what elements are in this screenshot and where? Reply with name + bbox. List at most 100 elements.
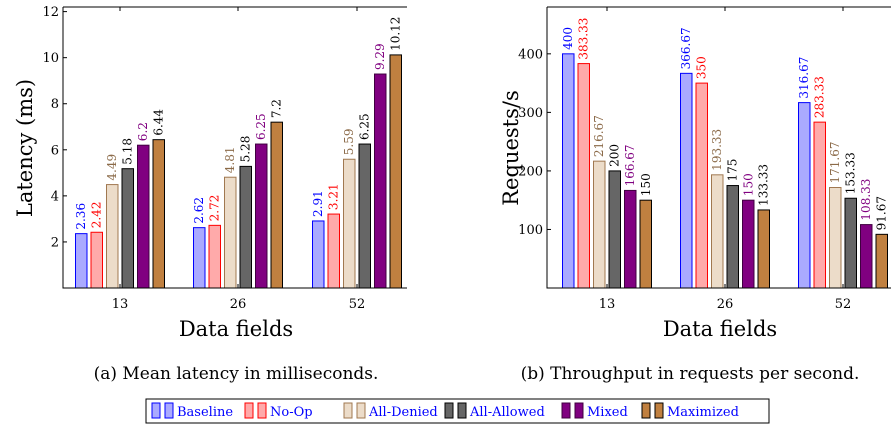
latency-x-tick-label: 13 <box>112 297 129 312</box>
legend-item-maximized: Maximized <box>641 402 739 420</box>
throughput-data-label: 216.67 <box>592 115 606 157</box>
legend-label: Maximized <box>667 405 739 420</box>
throughput-bar-maximized-52 <box>875 233 888 289</box>
throughput-bar-mixed-13 <box>624 189 637 289</box>
latency-data-label: 6.25 <box>254 113 268 140</box>
latency-bar-mixed-52 <box>374 73 387 289</box>
throughput-x-tick-label: 26 <box>717 297 734 312</box>
latency-bar-mixed-13 <box>137 144 150 289</box>
legend-item-all-denied: All-Denied <box>343 402 438 420</box>
latency-bar-all-allowed-52 <box>358 143 371 289</box>
throughput-y-tick-label: 100 <box>518 223 543 238</box>
throughput-bar-baseline-13 <box>562 53 575 289</box>
throughput-data-label: 150 <box>741 173 755 196</box>
throughput-caption: (b) Throughput in requests per second. <box>521 364 860 384</box>
latency-data-label: 6.25 <box>358 113 372 140</box>
latency-y-axis-label: Latency (ms) <box>13 79 37 217</box>
legend-item-mixed: Mixed <box>561 402 628 420</box>
throughput-bar-baseline-52 <box>798 102 811 289</box>
throughput-bar-all-allowed-13 <box>608 170 621 289</box>
throughput-bar-all-denied-26 <box>711 174 724 289</box>
latency-bar-all-allowed-26 <box>239 165 252 289</box>
latency-x-tick-label: 26 <box>230 297 247 312</box>
throughput-data-label: 366.67 <box>679 27 693 69</box>
throughput-data-label: 133.33 <box>757 164 771 206</box>
latency-bar-maximized-52 <box>389 54 402 289</box>
throughput-data-label: 350 <box>695 56 709 79</box>
legend-swatch <box>151 402 161 419</box>
latency-data-label: 10.12 <box>389 17 403 51</box>
throughput-x-axis-label: Data fields <box>663 317 777 341</box>
legend-swatch <box>574 402 584 419</box>
throughput-x-tick-label: 13 <box>599 297 616 312</box>
legend-label: Baseline <box>177 405 233 420</box>
legend-swatch <box>561 402 571 419</box>
legend-items: Baseline No-Op All-Denied All-Allowed Mixed M… <box>151 402 739 420</box>
throughput-y-tick-label: 200 <box>518 164 543 179</box>
throughput-y-tick-label: 400 <box>518 47 543 62</box>
latency-bar-baseline-52 <box>312 220 325 289</box>
latency-bar-all-denied-13 <box>106 184 119 289</box>
latency-data-label: 2.72 <box>208 195 222 222</box>
legend-swatch <box>257 402 267 419</box>
legend-item-no-op: No-Op <box>244 402 313 420</box>
latency-bar-maximized-13 <box>152 139 165 289</box>
latency-data-label: 7.2 <box>270 99 284 118</box>
latency-data-label: 5.59 <box>342 129 356 156</box>
latency-data-label: 6.44 <box>152 109 166 136</box>
legend-swatch <box>641 402 651 419</box>
throughput-data-label: 153.33 <box>844 152 858 194</box>
legend: Baseline No-Op All-Denied All-Allowed Mixed M… <box>145 398 770 424</box>
latency-caption: (a) Mean latency in milliseconds. <box>94 364 379 384</box>
legend-label: All-Allowed <box>469 405 545 420</box>
latency-bar-baseline-13 <box>75 233 88 289</box>
latency-y-tick-label: 2 <box>51 235 59 250</box>
throughput-chart: 400 366.67 316.67 383.33 350 283.33 216.67 193.… <box>499 6 891 384</box>
legend-label: Mixed <box>587 405 628 420</box>
throughput-bar-mixed-52 <box>860 224 873 289</box>
latency-y-tick-label: 8 <box>51 97 59 112</box>
throughput-bar-no-op-26 <box>695 82 708 289</box>
throughput-data-label: 150 <box>639 173 653 196</box>
legend-swatch <box>654 402 664 419</box>
throughput-bar-mixed-26 <box>742 199 755 289</box>
latency-bar-mixed-26 <box>255 143 268 289</box>
throughput-data-label: 283.33 <box>813 76 827 118</box>
throughput-data-label: 200 <box>608 144 622 167</box>
latency-y-tick-label: 6 <box>51 143 59 158</box>
legend-swatch <box>457 402 467 419</box>
latency-data-label: 6.2 <box>136 122 150 141</box>
latency-x-axis-label: Data fields <box>179 317 293 341</box>
latency-data-label: 5.28 <box>239 136 253 163</box>
throughput-data-label: 400 <box>561 27 575 50</box>
latency-data-label: 2.36 <box>74 203 88 230</box>
throughput-bar-maximized-26 <box>757 209 770 289</box>
latency-bar-all-denied-52 <box>343 158 356 289</box>
latency-data-label: 4.81 <box>223 146 237 173</box>
legend-item-all-allowed: All-Allowed <box>444 402 545 420</box>
throughput-bar-no-op-13 <box>577 63 590 289</box>
throughput-y-axis-label: Requests/s <box>499 90 523 205</box>
legend-swatch <box>244 402 254 419</box>
latency-bar-baseline-26 <box>193 227 206 289</box>
throughput-bar-all-denied-13 <box>593 160 606 289</box>
throughput-data-label: 108.33 <box>859 179 873 221</box>
latency-data-labels: 2.36 2.62 2.91 2.42 2.72 3.21 4.49 4.81 5.59 5.18… <box>74 17 403 230</box>
latency-bar-maximized-26 <box>270 121 283 289</box>
latency-bars <box>75 54 402 289</box>
throughput-axes: 100 200 300 400 13 26 52 <box>518 6 891 312</box>
latency-data-label: 2.42 <box>90 202 104 229</box>
latency-data-label: 5.18 <box>121 138 135 165</box>
throughput-x-tick-label: 52 <box>835 297 852 312</box>
legend-swatch <box>164 402 174 419</box>
throughput-data-label: 175 <box>726 159 740 182</box>
throughput-data-labels: 400 366.67 316.67 383.33 350 283.33 216.67 193.… <box>561 18 889 231</box>
throughput-data-label: 166.67 <box>623 144 637 186</box>
latency-bar-all-allowed-13 <box>121 168 134 289</box>
latency-bar-no-op-52 <box>327 213 340 289</box>
legend-item-baseline: Baseline <box>151 402 233 420</box>
throughput-bar-maximized-13 <box>639 199 652 289</box>
legend-label: No-Op <box>270 405 313 420</box>
latency-bar-no-op-13 <box>90 231 103 289</box>
